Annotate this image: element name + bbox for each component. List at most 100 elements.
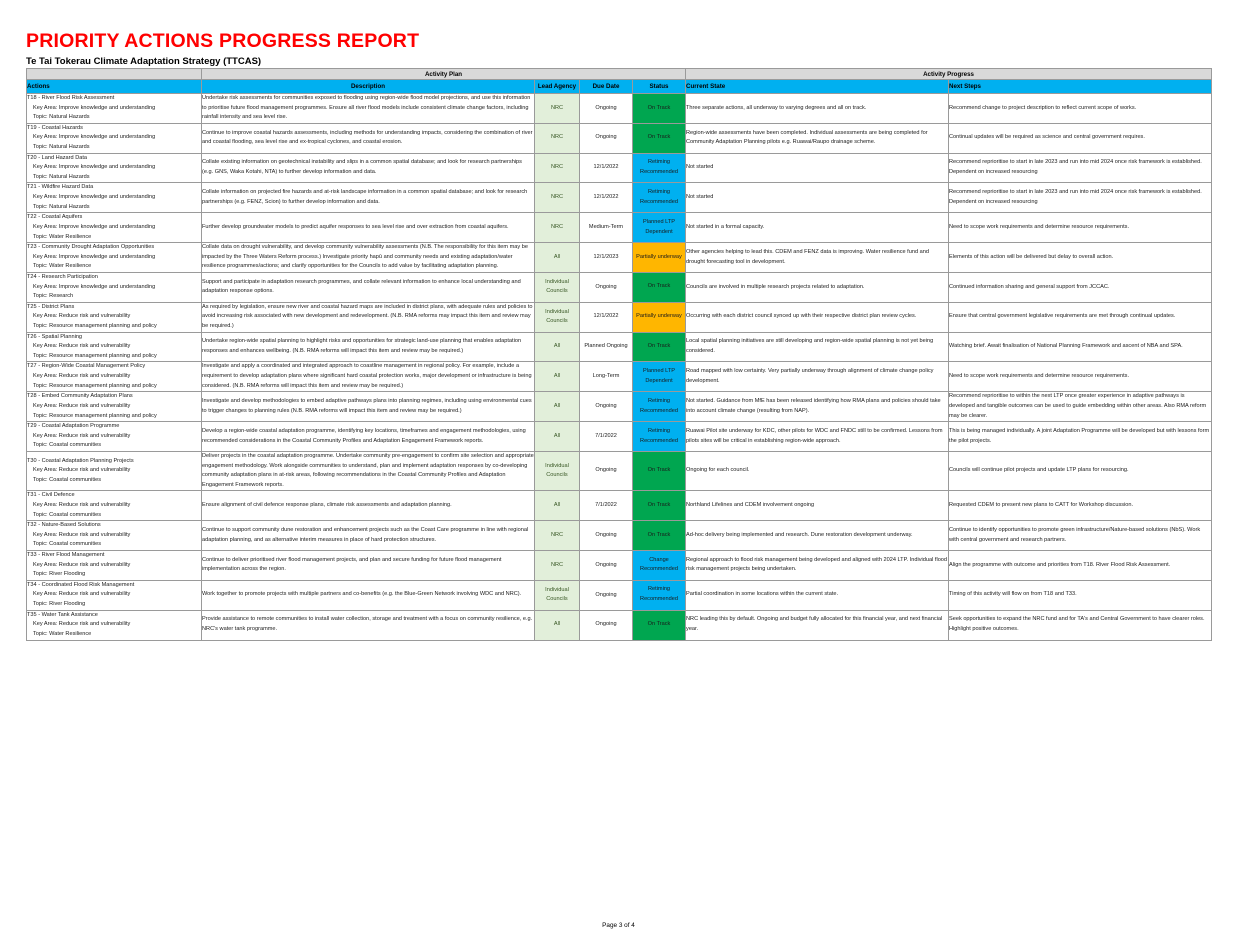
table-header: Activity Plan Activity Progress Actions … — [26, 68, 1213, 94]
action-key-area: Key Area: Improve knowledge and understa… — [33, 194, 156, 201]
table-row: T32 - Nature-Based Solutions Key Area: Re… — [26, 520, 1213, 552]
table-row: T19 - Coastal Hazards Key Area: Improve k… — [26, 122, 1213, 154]
current-state-cell: Occurring with each district council syn… — [685, 301, 950, 333]
lead-agency-cell: NRC — [534, 182, 580, 214]
action-key-area: Key Area: Improve knowledge and understa… — [33, 253, 156, 260]
lead-agency-cell: NRC — [534, 212, 580, 244]
action-topic: Topic: Natural Hazards — [33, 173, 90, 180]
group-header-activity-plan: Activity Plan — [200, 68, 687, 80]
lead-agency-cell: Individual Councils — [534, 579, 580, 611]
lead-agency-cell: Individual Councils — [534, 450, 580, 492]
action-topic: Topic: Water Resilience — [33, 630, 92, 637]
current-state-cell: Other agencies helping to lead this. CDE… — [685, 242, 950, 273]
action-topic: Topic: Coastal communities — [33, 511, 102, 518]
page-footer: Page 3 of 4 — [602, 922, 635, 929]
action-key-area: Key Area: Reduce risk and vulnerability — [33, 501, 131, 508]
due-date-cell: Ongoing — [579, 550, 633, 581]
column-header-actions: Actions — [26, 79, 202, 94]
status-badge: Partially underway — [631, 242, 687, 273]
table-row: T30 - Coastal Adaptation Planning Projec… — [26, 450, 1213, 492]
action-topic: Topic: Resource management planning and … — [33, 382, 157, 389]
description-cell: Investigate and develop methodologies to… — [201, 391, 535, 423]
next-steps-cell: This is being managed individually. A jo… — [948, 421, 1213, 452]
lead-agency-cell: All — [534, 242, 580, 273]
action-cell: T34 - Coordinated Flood Risk Management K… — [26, 579, 202, 611]
next-steps-cell: Align the programme with outcome and pri… — [948, 550, 1213, 581]
due-date-cell: 12/1/2022 — [579, 301, 633, 333]
action-key-area: Key Area: Reduce risk and vulnerability — [33, 402, 131, 409]
action-cell: T28 - Embed Community Adaptation Plans Ke… — [26, 391, 202, 423]
lead-agency-cell: NRC — [534, 93, 580, 124]
due-date-cell: 7/1/2022 — [579, 421, 633, 452]
action-title: T29 - Coastal Adaptation Programme — [27, 423, 120, 430]
description-cell: As required by legislation, ensure new r… — [201, 301, 535, 333]
priority-actions-table-wrapper: Activity Plan Activity Progress Actions … — [26, 68, 1213, 641]
lead-agency-cell: Individual Councils — [534, 301, 580, 333]
action-key-area: Key Area: Improve knowledge and understa… — [33, 134, 156, 141]
column-header-status: Status — [631, 79, 687, 94]
action-title: T23 - Community Drought Adaptation Oppor… — [27, 244, 155, 251]
action-cell: T25 - District Plans Key Area: Reduce ris… — [26, 301, 202, 333]
action-title: T19 - Coastal Hazards — [27, 124, 83, 131]
page-subtitle: Te Tai Tokerau Climate Adaptation Strate… — [26, 56, 262, 67]
action-key-area: Key Area: Improve knowledge and understa… — [33, 164, 156, 171]
action-title: T27 - Region-Wide Coastal Management Pol… — [27, 363, 146, 370]
table-body: T18 - River Flood Risk Assessment Key Are… — [26, 93, 1213, 641]
table-row: T22 - Coastal Aquifers Key Area: Improve … — [26, 212, 1213, 244]
action-topic: Topic: River Flooding — [33, 571, 86, 578]
action-cell: T33 - River Flood Management Key Area: Re… — [26, 550, 202, 581]
action-title: T24 - Research Participation — [27, 273, 98, 280]
status-badge: On Track — [631, 122, 687, 154]
action-title: T33 - River Flood Management — [27, 552, 105, 559]
action-cell: T24 - Research Participation Key Area: Im… — [26, 271, 202, 303]
column-header-due-date: Due Date — [579, 79, 633, 94]
lead-agency-cell: NRC — [534, 550, 580, 581]
action-topic: Topic: River Flooding — [33, 601, 86, 608]
description-cell: Undertake risk assessments for communiti… — [201, 93, 535, 124]
next-steps-cell: Need to scope work requirements and dete… — [948, 212, 1213, 244]
current-state-cell: NRC leading this by default. Ongoing and… — [685, 609, 950, 641]
action-key-area: Key Area: Improve knowledge and understa… — [33, 104, 156, 111]
due-date-cell: 7/1/2022 — [579, 490, 633, 522]
lead-agency-cell: All — [534, 391, 580, 423]
due-date-cell: Ongoing — [579, 520, 633, 552]
current-state-cell: Ongoing for each council. — [685, 450, 950, 492]
current-state-cell: Not started — [685, 152, 950, 184]
current-state-cell: Not started. Guidance from MfE has been … — [685, 391, 950, 423]
table-row: T31 - Civil Defence Key Area: Reduce risk… — [26, 490, 1213, 522]
description-cell: Collate information on projected fire ha… — [201, 182, 535, 214]
status-badge: On Track — [631, 609, 687, 641]
action-key-area: Key Area: Reduce risk and vulnerability — [33, 432, 131, 439]
group-header-activity-progress: Activity Progress — [685, 68, 1213, 80]
next-steps-cell: Watching brief. Await finalisation of Na… — [948, 331, 1213, 363]
description-cell: Undertake region-wide spatial planning t… — [201, 331, 535, 363]
action-topic: Topic: Natural Hazards — [33, 144, 90, 151]
action-cell: T19 - Coastal Hazards Key Area: Improve k… — [26, 122, 202, 154]
description-cell: Provide assistance to remote communities… — [201, 609, 535, 641]
group-header-blank — [26, 68, 202, 80]
action-title: T34 - Coordinated Flood Risk Management — [27, 581, 135, 588]
action-topic: Topic: Natural Hazards — [33, 114, 90, 121]
action-key-area: Key Area: Improve knowledge and understa… — [33, 283, 156, 290]
lead-agency-cell: Individual Councils — [534, 271, 580, 303]
action-topic: Topic: Natural Hazards — [33, 203, 90, 210]
next-steps-cell: Recommend change to project description … — [948, 93, 1213, 124]
action-cell: T22 - Coastal Aquifers Key Area: Improve … — [26, 212, 202, 244]
action-title: T28 - Embed Community Adaptation Plans — [27, 393, 133, 400]
action-title: T35 - Water Tank Assistance — [27, 611, 98, 618]
group-header-row: Activity Plan Activity Progress — [26, 68, 1213, 80]
action-cell: T27 - Region-Wide Coastal Management Pol… — [26, 361, 202, 393]
description-cell: Ensure alignment of civil defence respon… — [201, 490, 535, 522]
action-key-area: Key Area: Reduce risk and vulnerability — [33, 621, 131, 628]
table-row: T25 - District Plans Key Area: Reduce ris… — [26, 301, 1213, 333]
due-date-cell: Medium-Term — [579, 212, 633, 244]
table-row: T18 - River Flood Risk Assessment Key Are… — [26, 93, 1213, 124]
action-cell: T21 - Wildfire Hazard Data Key Area: Impr… — [26, 182, 202, 214]
table-row: T27 - Region-Wide Coastal Management Pol… — [26, 361, 1213, 393]
action-cell: T32 - Nature-Based Solutions Key Area: Re… — [26, 520, 202, 552]
status-badge: On Track — [631, 93, 687, 124]
action-topic: Topic: Coastal communities — [33, 442, 102, 449]
table-row: T24 - Research Participation Key Area: Im… — [26, 271, 1213, 303]
action-topic: Topic: Resource management planning and … — [33, 352, 157, 359]
action-key-area: Key Area: Reduce risk and vulnerability — [33, 343, 131, 350]
